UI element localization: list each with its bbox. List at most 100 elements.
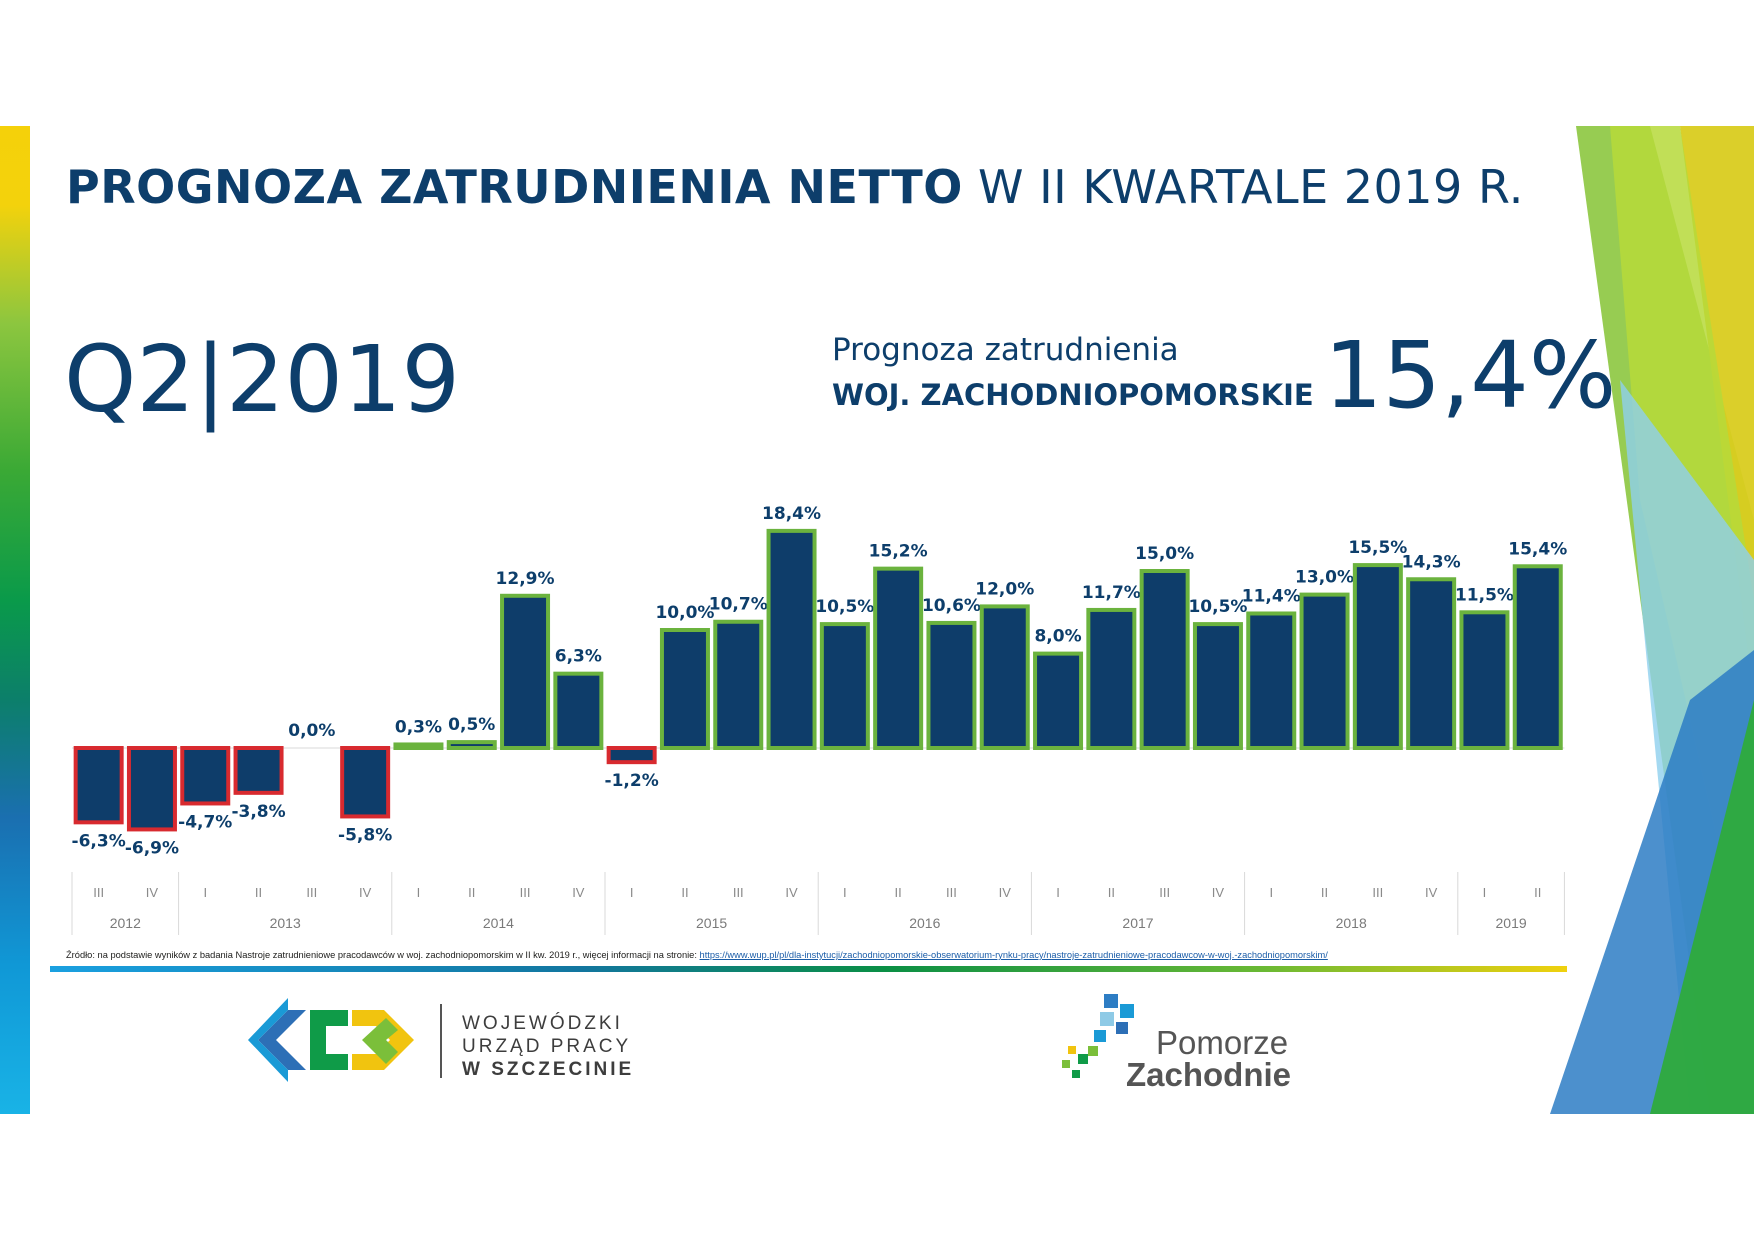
bar <box>819 622 870 751</box>
forecast-label: Prognoza zatrudnienia <box>832 332 1179 368</box>
x-tick-label: III <box>93 885 104 900</box>
x-tick-label: I <box>630 885 634 900</box>
bar <box>1406 577 1457 751</box>
source-text: Źródło: na podstawie wyników z badania N… <box>66 950 700 960</box>
period-label: Q2|2019 <box>64 326 461 433</box>
year-label: 2014 <box>483 915 514 931</box>
x-tick-label: IV <box>785 885 798 900</box>
bar <box>659 628 710 750</box>
bar <box>926 620 977 750</box>
bar <box>1139 569 1190 750</box>
data-label: 0,3% <box>395 717 442 737</box>
data-label: -5,8% <box>338 825 392 845</box>
bar <box>1246 611 1297 750</box>
year-label: 2019 <box>1496 915 1527 931</box>
x-tick-label: IV <box>359 885 372 900</box>
x-tick-label: IV <box>999 885 1012 900</box>
data-label: 6,3% <box>555 647 602 667</box>
x-tick-label: II <box>1108 885 1115 900</box>
data-label: 15,4% <box>1508 539 1567 559</box>
x-tick-label: II <box>1321 885 1328 900</box>
data-label: 12,0% <box>975 579 1034 599</box>
page-title: PROGNOZA ZATRUDNIENIA NETTO W II KWARTAL… <box>66 160 1524 214</box>
data-label: 0,0% <box>288 721 335 741</box>
year-label: 2016 <box>909 915 940 931</box>
bar <box>340 746 391 819</box>
bar <box>500 593 551 750</box>
data-label: 15,5% <box>1348 538 1407 558</box>
x-tick-label: III <box>1159 885 1170 900</box>
bar <box>1086 607 1137 750</box>
bar <box>606 746 657 765</box>
wup-line-1: WOJEWÓDZKI <box>462 1013 623 1034</box>
data-label: 10,0% <box>655 603 714 623</box>
x-tick-label: IV <box>146 885 159 900</box>
data-label: 15,2% <box>869 542 928 562</box>
bar <box>979 604 1030 751</box>
bar <box>1033 651 1084 751</box>
x-tick-label: IV <box>572 885 585 900</box>
data-label: 0,5% <box>448 715 495 735</box>
data-label: -6,9% <box>125 838 179 858</box>
bar <box>446 740 497 751</box>
data-label: 13,0% <box>1295 568 1354 588</box>
bar <box>73 746 124 825</box>
title-bold: PROGNOZA ZATRUDNIENIA NETTO <box>66 160 963 214</box>
forecast-region: WOJ. ZACHODNIOPOMORSKIE <box>832 378 1314 412</box>
x-tick-label: II <box>681 885 688 900</box>
data-label: -3,8% <box>231 802 285 822</box>
source-note: Źródło: na podstawie wyników z badania N… <box>66 950 1328 960</box>
bar <box>180 746 231 806</box>
data-label: 15,0% <box>1135 544 1194 564</box>
logo-separator <box>440 1004 442 1078</box>
year-label: 2017 <box>1122 915 1153 931</box>
year-label: 2013 <box>270 915 301 931</box>
data-label: 18,4% <box>762 504 821 524</box>
title-rest: W II KWARTALE 2019 R. <box>962 160 1524 214</box>
bar <box>873 566 924 750</box>
x-tick-label: III <box>1372 885 1383 900</box>
bar <box>126 746 177 832</box>
x-tick-label: III <box>946 885 957 900</box>
data-label: -4,7% <box>178 812 232 832</box>
x-tick-label: II <box>1534 885 1541 900</box>
x-tick-label: III <box>520 885 531 900</box>
data-label: 11,4% <box>1242 586 1301 606</box>
x-tick-label: I <box>1269 885 1273 900</box>
data-label: 11,7% <box>1082 583 1141 603</box>
decorative-stripes <box>1550 126 1754 1114</box>
data-label: 10,5% <box>1188 597 1247 617</box>
data-label: 10,5% <box>815 597 874 617</box>
x-tick-label: IV <box>1425 885 1438 900</box>
data-label: -6,3% <box>72 831 126 851</box>
wup-line-3: W SZCZECINIE <box>462 1059 635 1080</box>
bottom-gradient-line <box>50 966 1567 972</box>
x-tick-label: III <box>733 885 744 900</box>
forecast-value: 15,4% <box>1324 322 1617 429</box>
year-label: 2015 <box>696 915 727 931</box>
year-label: 2018 <box>1336 915 1367 931</box>
bar <box>233 746 284 795</box>
x-tick-label: II <box>255 885 262 900</box>
x-tick-label: I <box>1056 885 1060 900</box>
bar <box>1459 610 1510 750</box>
x-tick-label: I <box>843 885 847 900</box>
source-link[interactable]: https://www.wup.pl/pl/dla-instytucji/zac… <box>699 950 1328 960</box>
bar <box>1352 563 1403 750</box>
data-label: 12,9% <box>496 569 555 589</box>
bar <box>713 619 764 751</box>
data-label: 10,6% <box>922 596 981 616</box>
x-tick-label: II <box>895 885 902 900</box>
data-label: -1,2% <box>605 771 659 791</box>
left-gradient-strip <box>0 126 30 1114</box>
data-label: 8,0% <box>1034 627 1081 647</box>
data-label: 14,3% <box>1402 552 1461 572</box>
bar <box>1512 564 1563 750</box>
x-tick-label: I <box>203 885 207 900</box>
bar <box>1192 622 1243 751</box>
x-tick-label: I <box>1483 885 1487 900</box>
year-label: 2012 <box>110 915 141 931</box>
data-label: 11,5% <box>1455 585 1514 605</box>
wup-line-2: URZĄD PRACY <box>462 1036 632 1057</box>
